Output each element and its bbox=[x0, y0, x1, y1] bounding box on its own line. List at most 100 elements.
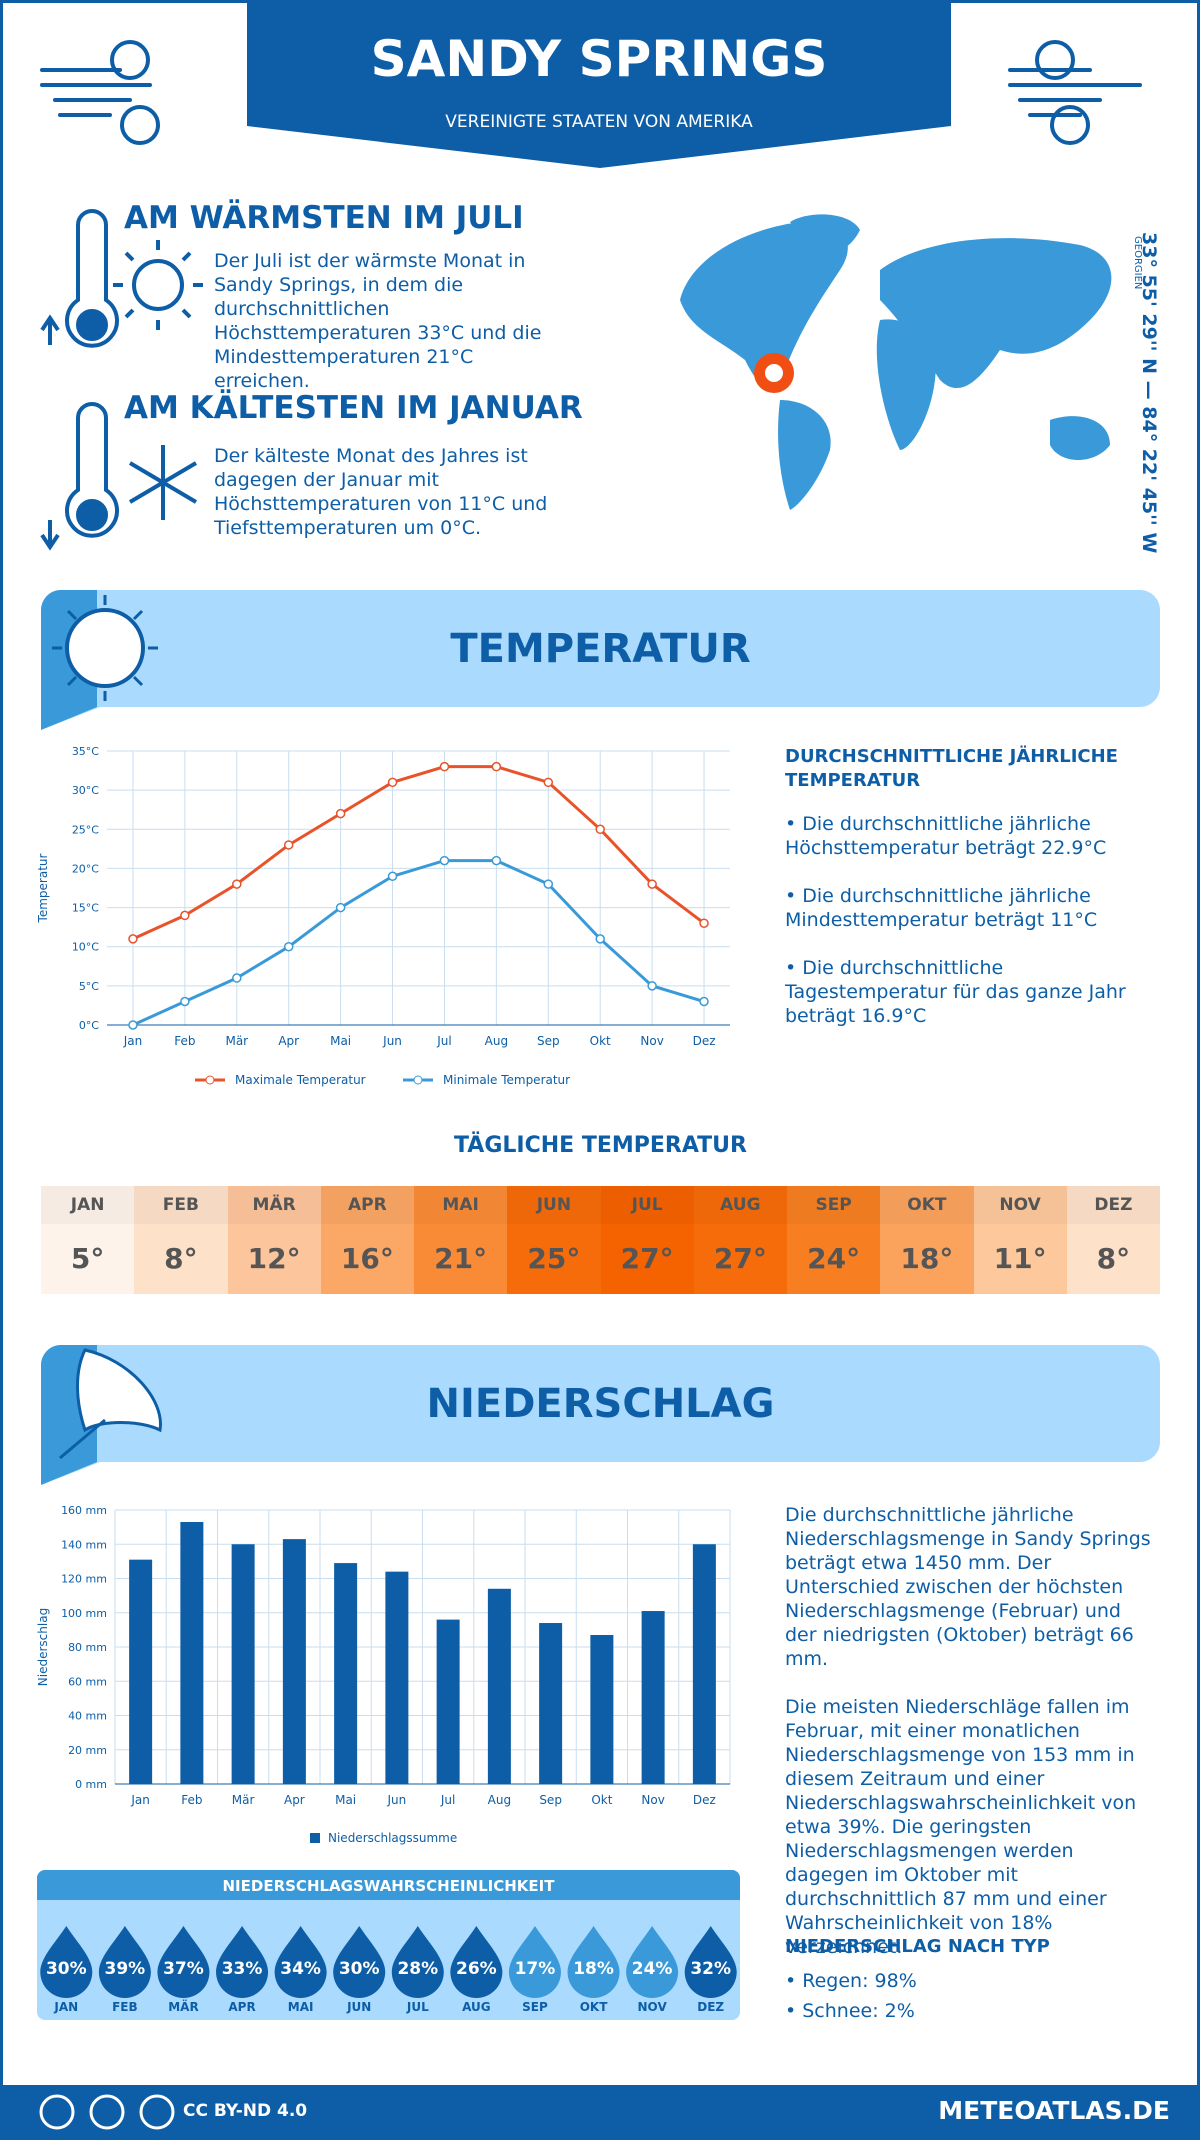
point bbox=[595, 824, 605, 835]
warmest-title: AM WÄRMSTEN IM JULI bbox=[124, 200, 524, 236]
daily-column: APR 16° bbox=[320, 1186, 414, 1294]
month-label: APR bbox=[321, 1186, 414, 1224]
daily-column: DEZ 8° bbox=[1066, 1186, 1160, 1294]
month-label: NOV bbox=[974, 1186, 1067, 1224]
x-tick-label: Dez bbox=[693, 1034, 716, 1048]
x-tick-label: Nov bbox=[641, 1793, 664, 1807]
y-tick-label: 80 mm bbox=[68, 1641, 107, 1654]
subtitle: VEREINIGTE STAATEN VON AMERIKA bbox=[445, 112, 753, 132]
x-tick-label: Feb bbox=[181, 1793, 202, 1807]
license: CC BY-ND 4.0 bbox=[183, 2101, 308, 2121]
legend-label: Niederschlagssumme bbox=[328, 1831, 457, 1845]
daily-value: 21° bbox=[434, 1242, 488, 1275]
probability-title: NIEDERSCHLAGSWAHRSCHEINLICHKEIT bbox=[222, 1877, 555, 1895]
daily-column: AUG 27° bbox=[693, 1186, 787, 1294]
legend-marker bbox=[413, 1075, 423, 1085]
daily-column: SEP 24° bbox=[787, 1186, 881, 1294]
probability-label: 24% bbox=[632, 1959, 673, 1979]
y-tick-label: 40 mm bbox=[68, 1710, 107, 1723]
x-tick-label: Jun bbox=[387, 1793, 407, 1807]
month-label: DEZ bbox=[1067, 1186, 1160, 1224]
bar bbox=[231, 1544, 255, 1784]
probability-month: DEZ bbox=[697, 2000, 724, 2014]
summary-title: DURCHSCHNITTLICHE JÄHRLICHE TEMPERATUR bbox=[785, 746, 1118, 791]
drop bbox=[626, 1926, 679, 1998]
point bbox=[439, 761, 450, 772]
daily-value: 11° bbox=[993, 1242, 1047, 1275]
probability-month: JUN bbox=[346, 2000, 371, 2014]
point bbox=[387, 777, 398, 788]
weather-icons bbox=[40, 209, 203, 551]
y-tick-label: 100 mm bbox=[61, 1607, 107, 1620]
legend-marker bbox=[310, 1833, 320, 1843]
temperature-banner bbox=[40, 590, 1160, 730]
daily-value: 8° bbox=[1096, 1242, 1131, 1275]
point bbox=[232, 973, 242, 983]
point bbox=[283, 941, 294, 952]
probability-label: 17% bbox=[515, 1959, 556, 1979]
point bbox=[699, 918, 709, 928]
x-tick-label: Mai bbox=[330, 1034, 351, 1048]
legend-marker bbox=[205, 1075, 215, 1085]
daily-column: MÄR 12° bbox=[227, 1186, 321, 1294]
point bbox=[128, 1020, 138, 1030]
charts: 30% JAN 39% FEB 37% MÄR 33% APR 34% MAI 30% JUN 28% J… bbox=[36, 745, 737, 2014]
bar bbox=[436, 1619, 460, 1784]
drop bbox=[157, 1926, 210, 1999]
daily-column: NOV 11° bbox=[973, 1186, 1067, 1294]
point bbox=[335, 902, 346, 913]
drop bbox=[508, 1926, 561, 1998]
bar bbox=[641, 1611, 665, 1784]
x-tick-label: Apr bbox=[284, 1793, 305, 1807]
header-band bbox=[247, 0, 951, 168]
point bbox=[491, 761, 502, 772]
y-tick-label: 0 mm bbox=[75, 1778, 107, 1791]
drop bbox=[567, 1926, 620, 1998]
coldest-title: AM KÄLTESTEN IM JANUAR bbox=[124, 390, 583, 426]
point bbox=[283, 840, 294, 850]
y-axis-title: Temperatur bbox=[36, 853, 50, 923]
month-label: OKT bbox=[880, 1186, 973, 1224]
y-tick-label: 5°C bbox=[79, 980, 99, 993]
y-axis-title: Niederschlag bbox=[36, 1608, 50, 1686]
x-tick-label: Mai bbox=[335, 1793, 356, 1807]
point bbox=[491, 855, 502, 866]
month-label: JUN bbox=[507, 1186, 600, 1224]
probability-label: 32% bbox=[690, 1959, 731, 1979]
bar bbox=[385, 1571, 409, 1784]
month-label: MAI bbox=[414, 1186, 507, 1224]
probability-month: MAI bbox=[288, 2000, 314, 2014]
probability-label: 18% bbox=[573, 1959, 614, 1979]
daily-title: TÄGLICHE TEMPERATUR bbox=[454, 1133, 747, 1158]
probability-month: FEB bbox=[112, 2000, 138, 2014]
y-tick-label: 160 mm bbox=[61, 1504, 107, 1517]
probability-label: 30% bbox=[339, 1959, 380, 1979]
x-tick-label: Apr bbox=[278, 1034, 299, 1048]
x-tick-label: Jul bbox=[440, 1793, 455, 1807]
probability-month: MÄR bbox=[168, 1999, 198, 2014]
y-tick-label: 60 mm bbox=[68, 1675, 107, 1688]
line bbox=[132, 859, 705, 1027]
point bbox=[232, 879, 242, 889]
world-map bbox=[680, 214, 1112, 510]
summary-item: • Die durchschnittliche jährliche Höchst… bbox=[785, 813, 1107, 859]
bar bbox=[590, 1635, 614, 1784]
section-title: TEMPERATUR bbox=[450, 626, 751, 672]
daily-column: MAI 21° bbox=[414, 1186, 508, 1294]
month-label: AUG bbox=[694, 1186, 787, 1224]
warmest-text: Der Juli ist der wärmste Monat in Sandy … bbox=[214, 250, 542, 392]
x-tick-label: Jun bbox=[382, 1034, 402, 1048]
y-tick-label: 10°C bbox=[72, 941, 99, 954]
title: SANDY SPRINGS bbox=[370, 30, 828, 88]
drop bbox=[274, 1926, 327, 1998]
y-tick-label: 20 mm bbox=[68, 1744, 107, 1757]
probability-month: NOV bbox=[638, 2000, 668, 2014]
line bbox=[132, 765, 705, 941]
probability-month: AUG bbox=[462, 2000, 491, 2014]
drop bbox=[333, 1926, 386, 1998]
daily-column: JUN 25° bbox=[507, 1186, 601, 1294]
daily-value: 18° bbox=[900, 1242, 954, 1275]
section-title: NIEDERSCHLAG bbox=[426, 1381, 775, 1427]
month-label: SEP bbox=[787, 1186, 880, 1224]
